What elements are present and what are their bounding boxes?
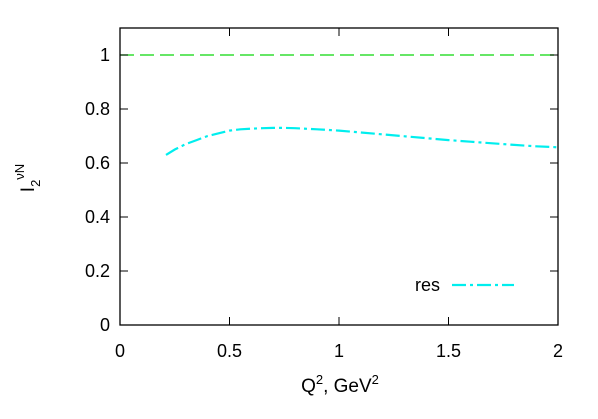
y-tick-label: 0.8	[85, 99, 110, 119]
y-axis-label-base: I	[18, 187, 39, 192]
y-tick-label: 0.2	[85, 261, 110, 281]
x-axis-label-base: Q	[301, 376, 316, 397]
series-line-res	[165, 126, 559, 156]
y-axis-label-sup: νN	[12, 164, 27, 180]
x-axis-label-sup2: 2	[372, 372, 379, 387]
x-tick-label: 1	[334, 341, 344, 361]
y-tick-label: 0	[100, 315, 110, 335]
x-axis-label-mid: , GeV	[323, 376, 372, 397]
x-tick-label: 2	[553, 341, 563, 361]
y-tick-label: 1	[100, 45, 110, 65]
x-tick-label: 1.5	[436, 341, 461, 361]
legend-label: res	[415, 275, 440, 295]
x-axis-label: Q2, GeV2	[301, 372, 379, 397]
x-tick-label: 0.5	[217, 341, 242, 361]
x-axis-label-sup: 2	[316, 372, 323, 387]
svg-text:I2νN: I2νN	[12, 164, 43, 192]
y-tick-label: 0.6	[85, 153, 110, 173]
x-tick-label: 0	[115, 341, 125, 361]
y-tick-label: 0.4	[85, 207, 110, 227]
y-axis-label: I2νN	[12, 164, 43, 192]
y-axis-label-sub: 2	[28, 180, 43, 187]
plot-frame	[119, 27, 559, 326]
